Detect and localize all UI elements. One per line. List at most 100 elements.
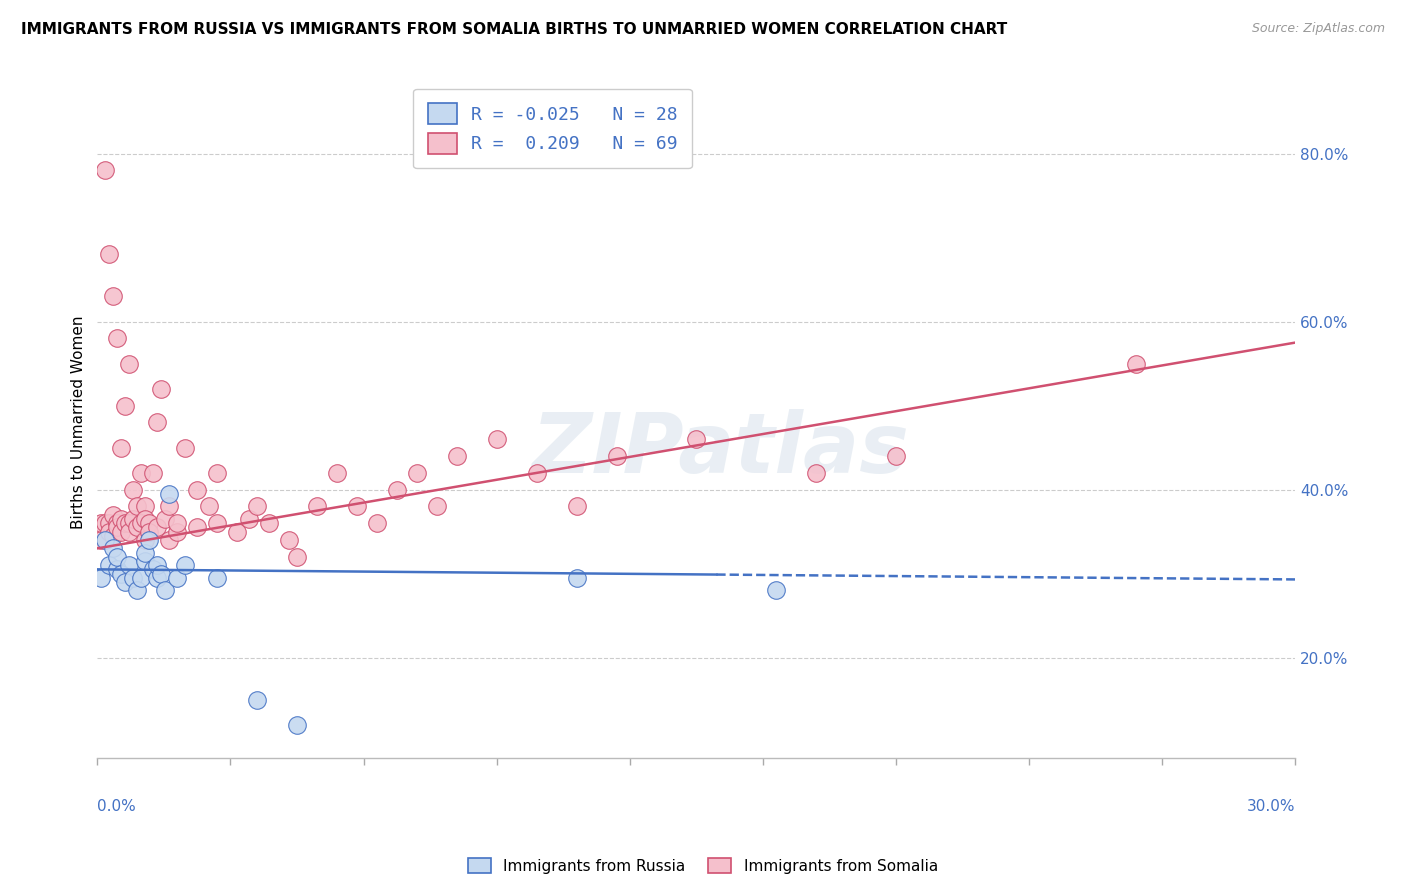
- Point: [186, 483, 208, 497]
- Point: [606, 449, 628, 463]
- Point: [205, 516, 228, 530]
- Point: [127, 520, 149, 534]
- Point: [205, 466, 228, 480]
- Y-axis label: Births to Unmarried Women: Births to Unmarried Women: [72, 316, 86, 529]
- Point: [118, 524, 141, 539]
- Point: [105, 516, 128, 530]
- Point: [285, 549, 308, 564]
- Text: ZIPatlas: ZIPatlas: [531, 409, 910, 490]
- Point: [105, 331, 128, 345]
- Point: [138, 524, 160, 539]
- Point: [98, 558, 121, 573]
- Point: [129, 571, 152, 585]
- Point: [765, 583, 787, 598]
- Point: [103, 529, 125, 543]
- Point: [114, 574, 136, 589]
- Point: [174, 558, 197, 573]
- Point: [110, 512, 132, 526]
- Point: [565, 571, 588, 585]
- Point: [166, 571, 188, 585]
- Point: [385, 483, 408, 497]
- Point: [278, 533, 301, 547]
- Text: 0.0%: 0.0%: [97, 798, 136, 814]
- Point: [94, 163, 117, 178]
- Point: [366, 516, 388, 530]
- Point: [305, 500, 328, 514]
- Point: [90, 571, 112, 585]
- Point: [155, 583, 177, 598]
- Point: [257, 516, 280, 530]
- Point: [98, 247, 121, 261]
- Point: [103, 508, 125, 522]
- Point: [198, 500, 221, 514]
- Legend: Immigrants from Russia, Immigrants from Somalia: Immigrants from Russia, Immigrants from …: [463, 852, 943, 880]
- Point: [138, 516, 160, 530]
- Point: [105, 520, 128, 534]
- Point: [806, 466, 828, 480]
- Point: [122, 571, 145, 585]
- Point: [285, 718, 308, 732]
- Point: [238, 512, 260, 526]
- Point: [426, 500, 449, 514]
- Point: [134, 533, 156, 547]
- Point: [146, 571, 169, 585]
- Point: [134, 554, 156, 568]
- Point: [142, 466, 165, 480]
- Point: [129, 516, 152, 530]
- Point: [526, 466, 548, 480]
- Text: Source: ZipAtlas.com: Source: ZipAtlas.com: [1251, 22, 1385, 36]
- Point: [226, 524, 249, 539]
- Legend: R = -0.025   N = 28, R =  0.209   N = 69: R = -0.025 N = 28, R = 0.209 N = 69: [413, 88, 692, 169]
- Point: [685, 432, 707, 446]
- Point: [129, 466, 152, 480]
- Text: IMMIGRANTS FROM RUSSIA VS IMMIGRANTS FROM SOMALIA BIRTHS TO UNMARRIED WOMEN CORR: IMMIGRANTS FROM RUSSIA VS IMMIGRANTS FRO…: [21, 22, 1007, 37]
- Point: [118, 516, 141, 530]
- Point: [114, 399, 136, 413]
- Point: [114, 516, 136, 530]
- Point: [103, 289, 125, 303]
- Point: [346, 500, 368, 514]
- Point: [110, 441, 132, 455]
- Point: [98, 516, 121, 530]
- Point: [110, 524, 132, 539]
- Point: [94, 533, 117, 547]
- Text: 30.0%: 30.0%: [1247, 798, 1295, 814]
- Point: [105, 562, 128, 576]
- Point: [118, 558, 141, 573]
- Point: [105, 549, 128, 564]
- Point: [405, 466, 427, 480]
- Point: [155, 512, 177, 526]
- Point: [166, 524, 188, 539]
- Point: [157, 487, 180, 501]
- Point: [246, 692, 269, 706]
- Point: [134, 500, 156, 514]
- Point: [884, 449, 907, 463]
- Point: [134, 545, 156, 559]
- Point: [150, 382, 173, 396]
- Point: [166, 516, 188, 530]
- Point: [98, 524, 121, 539]
- Point: [1125, 357, 1147, 371]
- Point: [326, 466, 349, 480]
- Point: [122, 512, 145, 526]
- Point: [565, 500, 588, 514]
- Point: [446, 449, 468, 463]
- Point: [205, 571, 228, 585]
- Point: [174, 441, 197, 455]
- Point: [134, 512, 156, 526]
- Point: [90, 533, 112, 547]
- Point: [186, 520, 208, 534]
- Point: [103, 541, 125, 556]
- Point: [142, 562, 165, 576]
- Point: [127, 583, 149, 598]
- Point: [157, 500, 180, 514]
- Point: [138, 533, 160, 547]
- Point: [146, 520, 169, 534]
- Point: [146, 415, 169, 429]
- Point: [150, 566, 173, 581]
- Point: [246, 500, 269, 514]
- Point: [90, 516, 112, 530]
- Point: [94, 516, 117, 530]
- Point: [110, 566, 132, 581]
- Point: [157, 533, 180, 547]
